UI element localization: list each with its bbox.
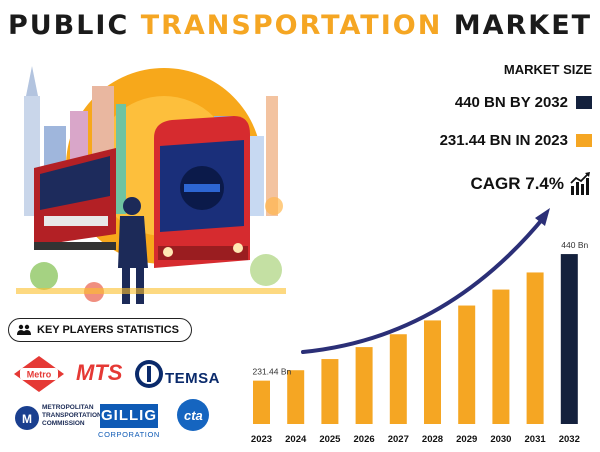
title-word-transportation: TRANSPORTATION [140, 10, 443, 41]
bar-2025 [321, 359, 339, 424]
key-players-badge: KEY PLAYERS STATISTICS [8, 318, 193, 342]
x-tick-2031: 2031 [525, 434, 547, 445]
gillig-logo: GILLIG [100, 404, 158, 428]
title-word-public: PUBLIC [7, 10, 130, 41]
growth-chart-icon [570, 172, 590, 195]
bus-right [154, 116, 250, 268]
x-tick-2026: 2026 [354, 434, 375, 445]
train-left [34, 148, 116, 250]
bar-2023 [253, 380, 270, 424]
mtc-logo: METROPOLITAN TRANSPORTATION COMMISSION [42, 404, 102, 428]
cta-emblem [177, 399, 209, 431]
transport-illustration [16, 66, 286, 304]
page-title: PUBLIC TRANSPORTATION MARKET [0, 10, 600, 41]
metro-logo-text: Metro [27, 370, 52, 380]
bar-2028 [424, 320, 441, 424]
x-tick-2024: 2024 [285, 434, 307, 445]
users-icon [17, 324, 31, 335]
cagr-row: CAGR 7.4% [470, 172, 592, 196]
decorative-splashes [16, 197, 286, 302]
stat-2023: 231.44 BN IN 2023 [440, 132, 592, 149]
bar-2026 [355, 347, 373, 424]
cagr-text: CAGR 7.4% [470, 174, 564, 193]
gillig-subtitle: CORPORATION [98, 430, 160, 439]
stat-2032: 440 BN BY 2032 [455, 94, 592, 111]
x-tick-2028: 2028 [422, 434, 443, 445]
x-tick-2027: 2027 [388, 434, 409, 445]
growth-arrow [301, 214, 547, 354]
x-tick-2023: 2023 [251, 434, 272, 445]
bar-2024 [287, 370, 305, 424]
data-label-2032: 440 Bn [561, 240, 588, 250]
data-label-2023: 231.44 Bn [253, 367, 292, 377]
stat-2032-swatch [576, 96, 592, 109]
bar-2029 [458, 305, 476, 424]
cta-logo: cta [184, 408, 203, 423]
x-tick-2032: 2032 [559, 434, 580, 445]
svg-text:M: M [22, 412, 32, 426]
title-word-market: MARKET [453, 10, 593, 41]
temsa-emblem [135, 360, 163, 388]
x-tick-2029: 2029 [456, 434, 477, 445]
metro-logo: Metro [14, 356, 64, 392]
commuter-figure [118, 197, 148, 304]
x-tick-2025: 2025 [319, 434, 341, 445]
key-players-label: KEY PLAYERS STATISTICS [37, 324, 180, 336]
stat-2023-text: 231.44 BN IN 2023 [439, 132, 568, 149]
market-size-label: MARKET SIZE [503, 62, 592, 77]
bar-2030 [492, 289, 510, 424]
bar-2027 [389, 334, 407, 424]
mtc-line-2: TRANSPORTATION [42, 412, 102, 419]
stat-2032-text: 440 BN BY 2032 [454, 94, 568, 111]
growth-arrow-head [535, 208, 550, 226]
mtc-emblem: M [15, 406, 39, 430]
mts-logo: MTS [76, 360, 123, 385]
mtc-line-3: COMMISSION [42, 420, 85, 427]
stat-2023-swatch [576, 134, 592, 147]
temsa-logo: TEMSA [165, 370, 220, 387]
market-bar-chart: 2023 2024 2025 2026 2027 2028 2029 2030 2031 2032… [251, 208, 589, 445]
bar-2032 [560, 254, 578, 424]
mtc-line-1: METROPOLITAN [42, 404, 94, 411]
bar-2031 [526, 272, 544, 424]
x-tick-2030: 2030 [490, 434, 511, 445]
